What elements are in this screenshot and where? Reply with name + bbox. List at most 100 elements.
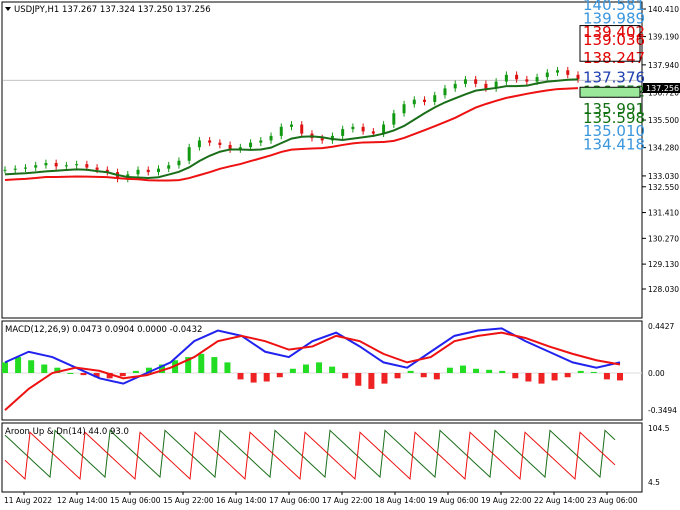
price-panel-header: USDJPY,H1 137.267 137.324 137.250 137.25…	[14, 5, 211, 15]
candle-body	[238, 147, 242, 150]
main-price-panel[interactable]	[1, 1, 643, 319]
macd-panel-header: MACD(12,26,9) 0.0473 0.0904 0.0000 -0.04…	[5, 325, 202, 335]
macd-histogram-bar	[2, 362, 8, 373]
macd-histogram-bar	[394, 373, 401, 379]
candle-body	[146, 169, 150, 173]
candle-body	[218, 142, 222, 145]
macd-signal-line	[4, 331, 621, 411]
aroon-tick-label: 104.5	[648, 424, 670, 433]
y-tick-label: 139.190	[648, 33, 679, 42]
candle-body	[269, 135, 273, 141]
candle-body	[34, 165, 38, 168]
macd-histogram-bar	[512, 373, 519, 379]
candle-body	[545, 72, 549, 78]
macd-plot-layer	[2, 327, 642, 411]
macd-histogram-bar	[41, 364, 48, 373]
macd-histogram-bar	[577, 370, 584, 373]
x-tick-label: 12 Aug 14:00	[57, 496, 108, 505]
resistance-bracket	[579, 25, 641, 62]
macd-histogram-bar	[250, 373, 257, 383]
candle-body	[177, 160, 181, 166]
macd-histogram-bar	[603, 373, 610, 380]
macd-histogram-bar	[368, 373, 375, 389]
candle-body	[453, 83, 457, 89]
x-tick-label: 23 Aug 06:00	[587, 496, 638, 505]
macd-histogram-bar	[159, 364, 166, 373]
aroon-down-line	[4, 431, 616, 480]
macd-histogram-bar	[119, 373, 126, 377]
macd-histogram-bar	[342, 373, 349, 379]
macd-histogram-bar	[590, 371, 597, 373]
aroon-tick-label: 4.5	[648, 478, 660, 487]
macd-histogram-bar	[381, 373, 388, 384]
y-tick-label: 133.030	[648, 172, 679, 181]
candle-body	[423, 99, 427, 102]
candle-body	[95, 167, 99, 170]
x-tick-label: 17 Aug 22:00	[322, 496, 373, 505]
candle-body	[105, 169, 109, 173]
moving-average-slow	[4, 87, 579, 182]
candle-body	[54, 163, 58, 167]
price-level-label: 138.247	[583, 49, 645, 67]
y-tick-label: 132.550	[648, 183, 679, 192]
macd-histogram-bar	[289, 368, 296, 373]
macd-histogram-bar	[80, 373, 87, 376]
candle-body	[402, 104, 406, 114]
macd-histogram-bar	[446, 367, 453, 373]
x-tick-label: 15 Aug 06:00	[110, 496, 161, 505]
y-tick-label: 134.280	[648, 144, 679, 153]
candle-body	[566, 70, 570, 75]
macd-histogram-bar	[316, 362, 323, 373]
macd-histogram-bar	[28, 360, 35, 373]
macd-histogram-bar	[237, 373, 244, 380]
price-level-label: 139.402	[583, 23, 645, 41]
candle-body	[228, 144, 232, 150]
macd-histogram-bar	[525, 373, 532, 382]
x-tick-label: 18 Aug 14:00	[375, 496, 426, 505]
y-tick-label: 129.130	[648, 260, 679, 269]
candle-body	[525, 79, 529, 82]
candle-body	[75, 164, 79, 166]
candle-body	[576, 74, 580, 80]
aroon-panel-header: Aroon Up & Dn(14) 44.0 93.0	[5, 427, 129, 437]
y-tick-label: 135.500	[648, 116, 679, 125]
macd-histogram-bar	[276, 373, 283, 378]
price-level-label: 137.376	[583, 69, 645, 87]
candle-body	[279, 126, 283, 136]
candle-body	[494, 81, 498, 89]
macd-histogram-bar	[499, 370, 506, 373]
candle-body	[412, 99, 416, 105]
candle-body	[341, 129, 345, 136]
y-tick-label: 131.410	[648, 209, 679, 218]
x-tick-label: 19 Aug 06:00	[428, 496, 479, 505]
price-level-label: 139.989	[583, 10, 645, 28]
price-plot-layer	[3, 66, 642, 183]
candle-body	[85, 164, 89, 168]
dropdown-triangle-icon[interactable]	[5, 7, 11, 11]
macd-histogram-bar	[211, 357, 218, 373]
price-level-label: 135.598	[583, 109, 645, 127]
aroon-up-line	[4, 429, 616, 479]
current-price-label: 137.256	[646, 84, 679, 93]
candle-body	[382, 124, 386, 134]
macd-histogram-bar	[329, 366, 336, 373]
candle-body	[208, 140, 212, 143]
candle-body	[300, 124, 304, 134]
candle-body	[371, 131, 375, 134]
macd-histogram-bar	[617, 373, 623, 381]
macd-histogram-bar	[185, 357, 192, 373]
support-highlight	[579, 86, 641, 98]
candle-body	[3, 169, 7, 171]
y-tick-label: 140.410	[648, 5, 679, 14]
candle-body	[474, 79, 478, 84]
candle-body	[13, 168, 17, 170]
x-tick-label: 15 Aug 22:00	[163, 496, 214, 505]
macd-histogram-bar	[67, 373, 74, 374]
macd-histogram-bar	[263, 373, 270, 382]
aroon-panel[interactable]	[1, 422, 643, 493]
price-level-label: 135.991	[583, 100, 645, 118]
macd-histogram-bar	[433, 373, 440, 380]
candle-body	[463, 79, 467, 84]
macd-tick-label: 0.4427	[648, 322, 674, 331]
